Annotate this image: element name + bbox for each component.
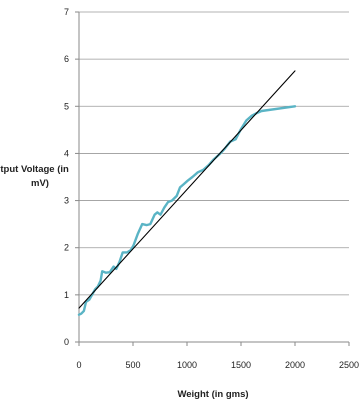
gridlines bbox=[79, 11, 349, 296]
y-axis-title-line2: mV) bbox=[31, 178, 49, 189]
y-tick-label-1: 1 bbox=[64, 290, 69, 300]
y-tick-label-0: 0 bbox=[64, 337, 69, 347]
x-tick-label-2000: 2000 bbox=[285, 360, 305, 370]
y-axis-title-line1: Output Voltage (in bbox=[0, 164, 69, 175]
axes bbox=[75, 11, 350, 346]
series-line-measured bbox=[77, 105, 297, 316]
y-tick-labels: 0 1 2 3 4 5 6 7 bbox=[64, 7, 69, 347]
series-lines bbox=[77, 70, 297, 316]
y-tick-label-5: 5 bbox=[64, 101, 69, 111]
y-tick-label-2: 2 bbox=[64, 243, 69, 253]
y-tick-label-3: 3 bbox=[64, 196, 69, 206]
x-tick-label-1000: 1000 bbox=[177, 360, 197, 370]
x-tick-label-1500: 1500 bbox=[231, 360, 251, 370]
x-tick-label-500: 500 bbox=[125, 360, 140, 370]
x-tick-label-2500: 2500 bbox=[339, 360, 359, 370]
series-line-trendline bbox=[78, 70, 296, 309]
x-tick-label-0: 0 bbox=[76, 360, 81, 370]
y-tick-label-6: 6 bbox=[64, 54, 69, 64]
y-tick-label-4: 4 bbox=[64, 148, 69, 158]
x-tick-labels: 0 500 1000 1500 2000 2500 bbox=[76, 360, 359, 370]
y-tick-label-7: 7 bbox=[64, 7, 69, 17]
x-axis-title: Weight (in gms) bbox=[177, 389, 248, 400]
